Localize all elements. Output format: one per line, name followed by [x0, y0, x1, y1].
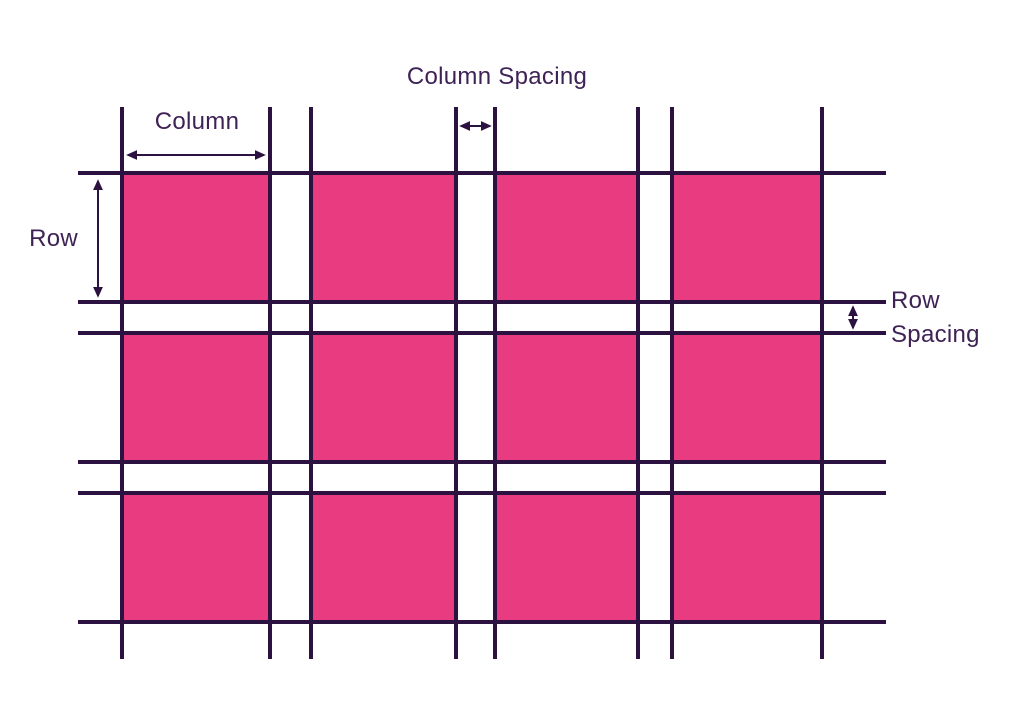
column-label: Column — [154, 108, 240, 135]
grid-line-horizontal — [78, 171, 886, 175]
grid-line-vertical — [670, 107, 674, 659]
grid-cell — [672, 173, 822, 302]
grid-line-vertical — [636, 107, 640, 659]
grid-cell — [495, 173, 638, 302]
grid-line-horizontal — [78, 460, 886, 464]
grid-cell — [311, 333, 456, 462]
grid-line-vertical — [454, 107, 458, 659]
grid-cell — [311, 173, 456, 302]
grid-line-vertical — [309, 107, 313, 659]
grid-cell — [311, 493, 456, 622]
grid-cell — [495, 333, 638, 462]
grid-cell — [122, 333, 270, 462]
grid-cell — [122, 173, 270, 302]
grid-cell — [495, 493, 638, 622]
grid-line-vertical — [120, 107, 124, 659]
grid-cell — [122, 493, 270, 622]
grid-cell — [672, 493, 822, 622]
grid-line-horizontal — [78, 620, 886, 624]
grid-line-vertical — [820, 107, 824, 659]
grid-line-vertical — [493, 107, 497, 659]
grid-line-horizontal — [78, 491, 886, 495]
grid-line-horizontal — [78, 331, 886, 335]
grid-cell — [672, 333, 822, 462]
row-spacing-label-line2: Spacing — [891, 321, 980, 348]
row-spacing-label-line1: Row — [891, 287, 940, 314]
column-spacing-label: Column Spacing — [406, 63, 588, 90]
row-label: Row — [29, 225, 78, 252]
grid-line-horizontal — [78, 300, 886, 304]
grid-line-vertical — [268, 107, 272, 659]
